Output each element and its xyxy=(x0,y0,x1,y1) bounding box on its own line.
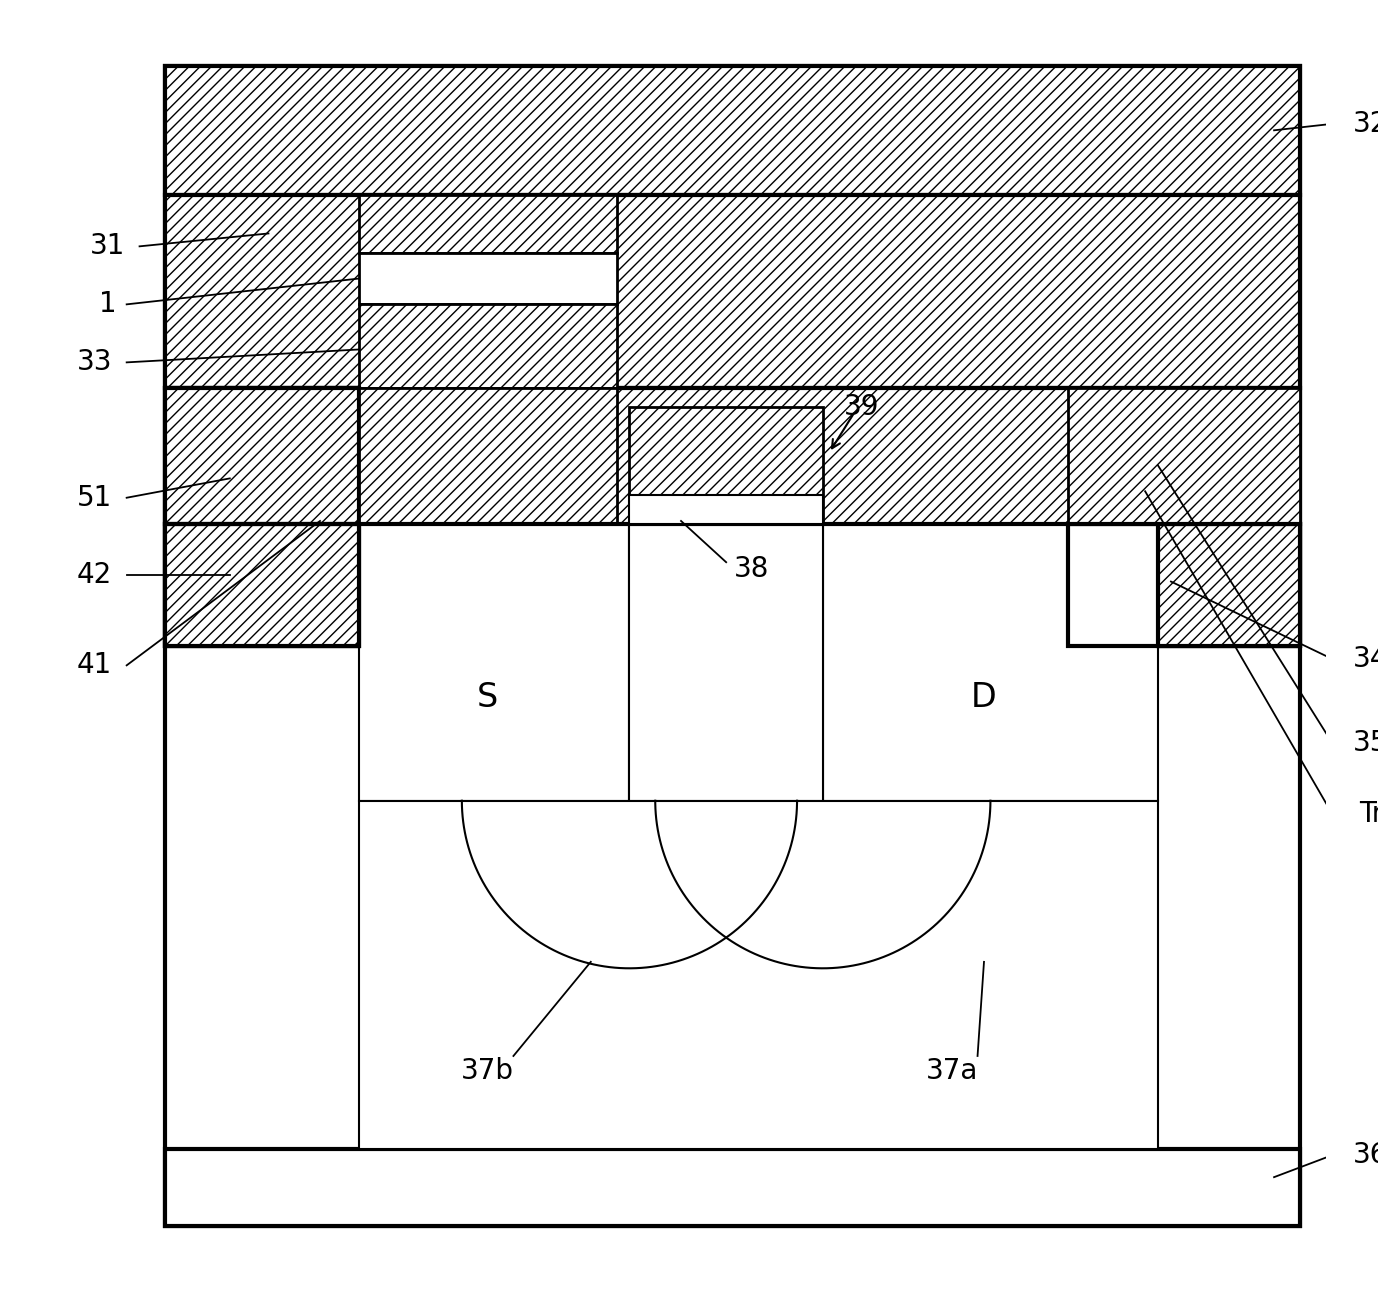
Bar xyxy=(630,495,823,523)
Bar xyxy=(358,195,616,253)
Text: 51: 51 xyxy=(77,483,112,512)
Text: 31: 31 xyxy=(90,233,125,261)
Bar xyxy=(358,253,616,305)
Bar xyxy=(358,801,1158,1149)
Text: 38: 38 xyxy=(734,554,770,583)
Text: 36: 36 xyxy=(1353,1141,1378,1169)
Bar xyxy=(165,66,1299,1226)
Text: 35: 35 xyxy=(1353,729,1378,757)
Bar xyxy=(358,305,616,388)
Bar xyxy=(165,523,358,646)
Text: 37a: 37a xyxy=(926,1057,978,1085)
Text: Tr: Tr xyxy=(1359,800,1378,828)
Bar xyxy=(165,388,358,646)
Bar xyxy=(165,66,1299,195)
Text: 41: 41 xyxy=(77,651,112,680)
Bar xyxy=(1158,523,1299,646)
Bar xyxy=(823,523,1158,801)
Text: 32: 32 xyxy=(1353,110,1378,138)
Text: 33: 33 xyxy=(77,349,112,376)
Bar xyxy=(630,407,823,523)
Text: 39: 39 xyxy=(843,394,879,421)
Text: 42: 42 xyxy=(77,561,112,589)
Text: D: D xyxy=(971,681,996,714)
Bar xyxy=(165,388,1299,646)
Text: 37b: 37b xyxy=(462,1057,514,1085)
Text: S: S xyxy=(477,681,499,714)
Bar xyxy=(165,1149,1299,1226)
Bar xyxy=(165,195,1299,388)
Bar xyxy=(358,388,616,523)
Bar xyxy=(1068,388,1299,523)
Bar xyxy=(1068,523,1299,646)
Text: 1: 1 xyxy=(98,291,116,318)
Bar xyxy=(630,523,823,801)
Text: 34: 34 xyxy=(1353,645,1378,673)
Bar xyxy=(358,523,630,801)
